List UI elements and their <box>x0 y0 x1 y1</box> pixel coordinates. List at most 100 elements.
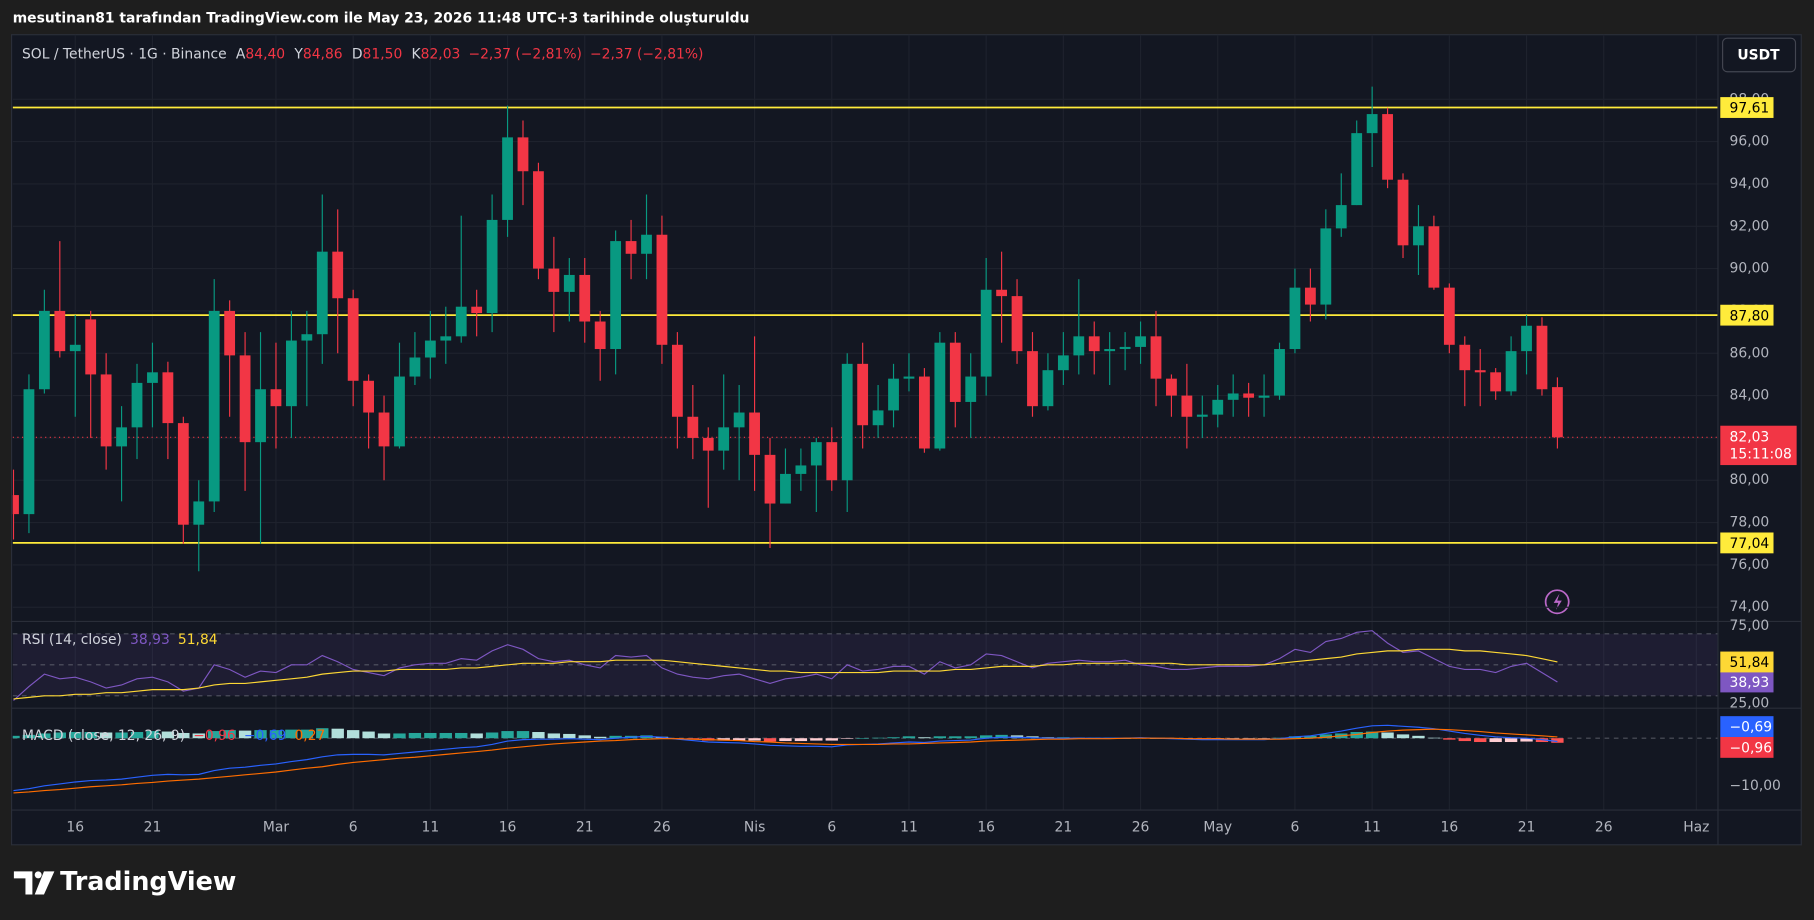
candle-body <box>424 340 436 358</box>
ohlc-key: Y <box>293 46 303 62</box>
candle-body <box>517 137 529 172</box>
candle-body <box>1351 133 1363 206</box>
y-tick-label: −10,00 <box>1730 778 1781 794</box>
candle-body <box>1042 370 1054 407</box>
histogram-bar <box>933 736 947 739</box>
histogram-bar <box>918 737 931 739</box>
candle-body <box>1227 393 1239 400</box>
candle-body <box>687 416 699 438</box>
alert-circle[interactable] <box>1544 589 1570 615</box>
candle-body <box>394 376 405 447</box>
candle-body <box>147 372 158 383</box>
histogram-bar <box>1319 734 1332 739</box>
histogram-bar <box>1350 732 1363 739</box>
histogram-bar <box>717 738 730 741</box>
candle-body <box>208 310 220 502</box>
currency-button[interactable] <box>1722 37 1797 73</box>
value-tag-label: −0,69 <box>1730 720 1773 736</box>
candle-body <box>919 376 930 449</box>
histogram-bar <box>763 738 777 742</box>
plot-area <box>12 34 1718 811</box>
histogram-bar <box>12 735 20 739</box>
histogram-bar <box>84 732 97 739</box>
candle-body <box>69 344 81 352</box>
candle-body <box>980 289 992 377</box>
indicator-value: 51,84 <box>178 632 218 648</box>
ohlc-key: K <box>412 46 422 62</box>
change: −2,37 (−2,81%) <box>468 46 581 62</box>
candle-body <box>810 442 822 466</box>
candle-body <box>1088 336 1100 352</box>
histogram-bar <box>470 733 483 739</box>
logo-mark <box>34 871 55 895</box>
x-tick-label: Nis <box>744 819 765 835</box>
candle-body <box>1274 349 1285 396</box>
histogram-bar <box>1504 738 1518 743</box>
y-tick-label: 80,00 <box>1730 472 1770 488</box>
histogram-bar <box>99 732 113 739</box>
y-tick-label: 74,00 <box>1730 599 1770 615</box>
histogram-bar <box>1474 738 1487 743</box>
candle-body <box>1335 205 1347 229</box>
last-price-label: 82,03 <box>1730 429 1770 445</box>
candle-body <box>1073 336 1085 356</box>
value-tag <box>1720 671 1774 693</box>
candle-body <box>1289 287 1301 350</box>
histogram-bar <box>902 736 916 739</box>
candle-body <box>1181 395 1193 417</box>
level-tag <box>1720 304 1774 326</box>
candle-body <box>548 268 560 292</box>
histogram-bar <box>439 732 452 739</box>
candle-body <box>1304 287 1316 305</box>
histogram-bar <box>69 732 82 739</box>
x-tick-label: 21 <box>1518 819 1536 835</box>
candle-body <box>702 437 714 451</box>
value-tag <box>1720 651 1774 673</box>
symbol: SOL / TetherUS · 1G · Binance <box>22 46 227 62</box>
x-tick-label: 16 <box>499 819 517 835</box>
candle-body <box>131 382 143 428</box>
histogram-bar <box>38 733 51 739</box>
ohlc-value: 84,40 <box>245 46 285 62</box>
x-tick-label: Haz <box>1683 819 1709 835</box>
brand-logo: TradingView <box>13 867 236 897</box>
histogram-bar <box>1381 732 1394 739</box>
histogram-bar <box>177 732 190 739</box>
ohlc-value: 84,86 <box>303 46 343 62</box>
candle-body <box>23 389 35 515</box>
candle-body <box>533 171 544 269</box>
candle-body <box>1459 344 1471 371</box>
currency-label[interactable]: USDT <box>1737 48 1780 64</box>
candle-body <box>54 310 66 352</box>
alert-icon[interactable] <box>1544 589 1570 615</box>
indicator-value: 38,93 <box>130 632 170 648</box>
candle-body <box>332 251 344 299</box>
alert-bolt[interactable] <box>1553 593 1562 610</box>
histogram-bar <box>192 733 205 739</box>
candle-body <box>579 274 591 322</box>
candle-body <box>749 412 760 455</box>
histogram-bar <box>285 729 298 739</box>
histogram-bar <box>1304 735 1317 739</box>
candle-body <box>826 442 838 481</box>
candle-body <box>455 306 467 337</box>
candle-body <box>270 389 282 407</box>
y-tick-label: 94,00 <box>1730 176 1770 192</box>
candle-body <box>255 389 266 443</box>
histogram-bar <box>362 731 375 739</box>
y-tick-label: 96,00 <box>1730 134 1770 150</box>
candle-body <box>471 306 483 314</box>
candle-body <box>1428 226 1440 288</box>
candle-body <box>486 219 498 314</box>
histogram-bar <box>424 732 437 739</box>
ohlc-value: 82,03 <box>421 46 461 62</box>
histogram-bar <box>1242 738 1255 739</box>
x-tick-label: 11 <box>900 819 918 835</box>
indicator-title: MACD (close, 12, 26, 9) <box>22 728 185 744</box>
histogram-bar <box>748 738 761 741</box>
candle-body <box>12 495 19 515</box>
candle-body <box>193 501 205 525</box>
candle-body <box>1212 399 1224 415</box>
histogram-bar <box>871 737 885 739</box>
